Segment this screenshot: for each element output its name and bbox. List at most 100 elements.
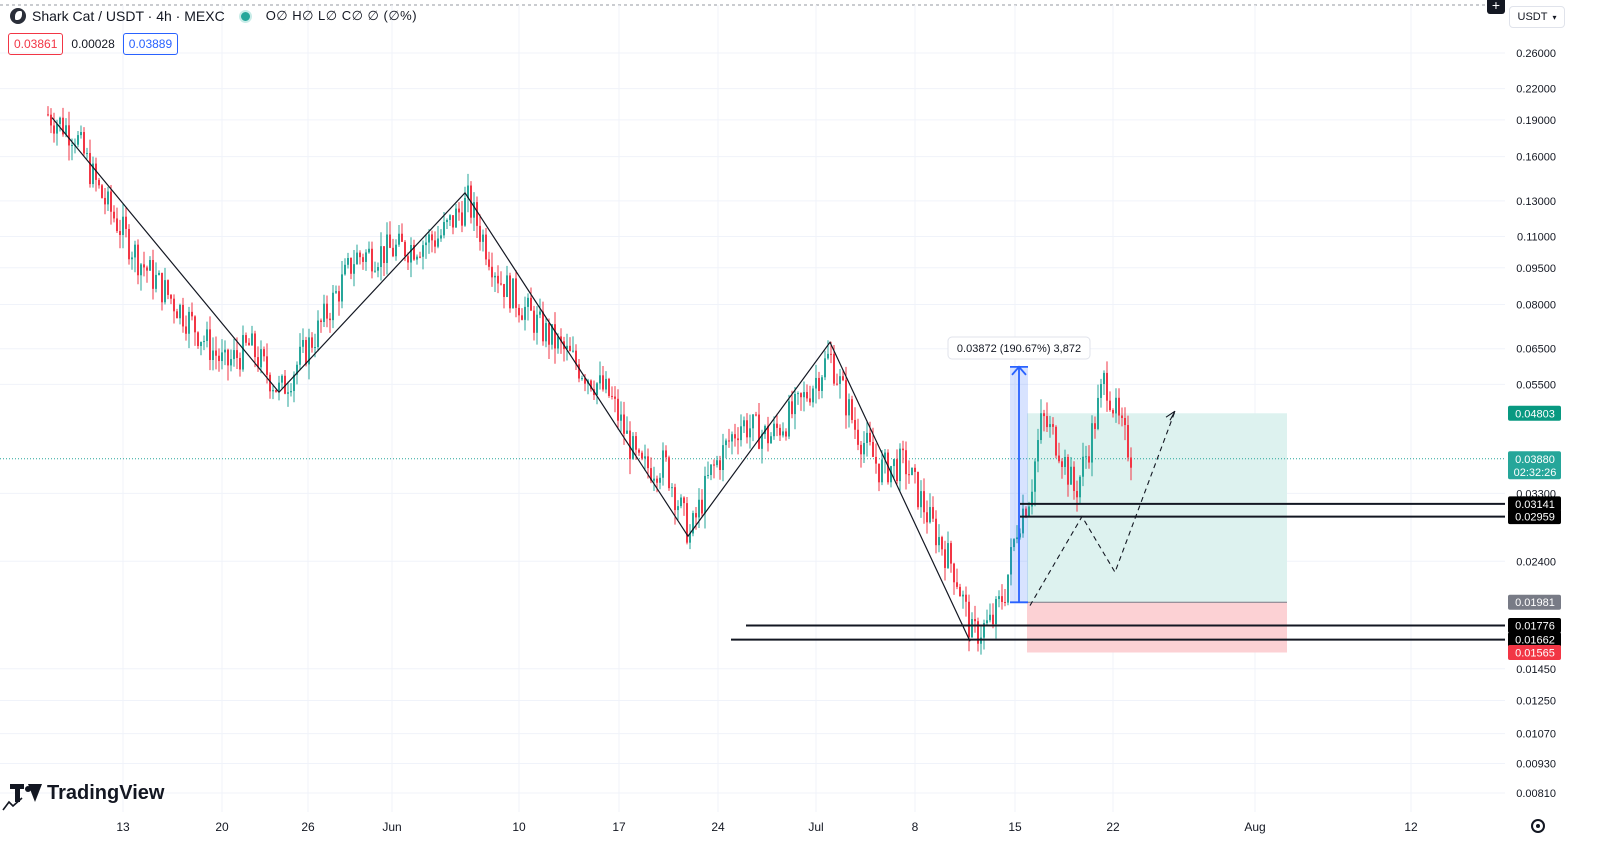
candle [1001,584,1003,610]
candle-body [722,445,724,471]
candle [245,332,247,346]
currency-select[interactable]: USDT ▾ [1509,6,1565,28]
candle [260,340,262,374]
candle-body [1124,418,1126,426]
candle [1019,528,1021,540]
candle [896,449,898,485]
candle-body [80,132,82,136]
candle [503,283,505,309]
candle-body [779,427,781,436]
candle [566,333,568,361]
candle-body [386,234,388,264]
candle-body [713,464,715,466]
candle [239,352,241,377]
candle-body [581,378,583,380]
candle [236,337,238,370]
drawing-tool-icon[interactable] [2,797,24,811]
plus-icon[interactable]: + [1487,0,1505,14]
candle-body [608,378,610,396]
candle-body [380,246,382,268]
candle [263,346,265,362]
candle [53,112,55,143]
candle-body [56,123,58,134]
candle [419,251,421,259]
candle [770,432,772,444]
price-label-bg [1508,451,1561,480]
candle-body [452,215,454,228]
candle-body [1028,506,1030,517]
candle [1106,361,1108,412]
candle-body [1037,440,1039,462]
candle [407,252,409,271]
candle [317,310,319,352]
candle-body [536,314,538,333]
gear-icon[interactable] [1531,819,1545,833]
candle-body [848,399,850,416]
sell-price-button[interactable]: 0.03861 [8,33,64,55]
candle [692,510,694,537]
candle [785,428,787,441]
candle [578,358,580,383]
candle [1082,442,1084,487]
candle-body [824,358,826,378]
candle-body [1094,423,1096,429]
candle [701,489,703,518]
symbol-title[interactable]: Shark Cat / USDT · 4h · MEXC [32,8,225,24]
candle [809,385,811,406]
candle-body [737,438,739,441]
candle-body [167,280,169,295]
candle-body [629,430,631,460]
candle [842,369,844,382]
candle-body [926,512,928,523]
candle [152,249,154,300]
candle [677,500,679,521]
candle [461,200,463,233]
candle [1067,454,1069,497]
x-tick-label: 20 [215,820,229,834]
candle-body [128,228,130,260]
candle-body [1073,466,1075,491]
candle [1124,407,1126,441]
candle [353,250,355,287]
price-label-text: 0.02959 [1515,512,1555,524]
candle [506,265,508,298]
candle [848,393,850,428]
candle-body [620,414,622,421]
candle-body [656,478,658,483]
candle-body [248,342,250,346]
candle-body [560,336,562,342]
projected-path-line [1029,411,1176,606]
price-label-bg [1508,644,1561,660]
candle-body [323,303,325,323]
candle [893,458,895,480]
candle [899,443,901,493]
candle [416,254,418,265]
candle [1052,417,1054,435]
candle-body [113,211,115,219]
candle [425,234,427,259]
candle-body [770,436,772,444]
candle [857,418,859,451]
candle [113,205,115,223]
candle-body [1040,413,1042,441]
candle [440,229,442,242]
spread-value: 0.00028 [71,37,115,51]
candle [914,464,916,484]
candle [371,241,373,279]
candle-body [785,431,787,437]
chevron-down-icon: ▾ [1552,12,1557,22]
candle-body [740,426,742,441]
candle [524,296,526,331]
candle-body [941,537,943,550]
x-tick-label: Aug [1244,820,1265,834]
buy-price-button[interactable]: 0.03889 [122,33,179,55]
candle-body [137,244,139,276]
candle [869,421,871,446]
candle [1115,388,1117,423]
tradingview-logo[interactable]: TradingView [10,782,164,805]
candle [653,466,655,491]
candle [950,540,952,573]
candle [800,392,802,411]
candle [968,594,970,652]
